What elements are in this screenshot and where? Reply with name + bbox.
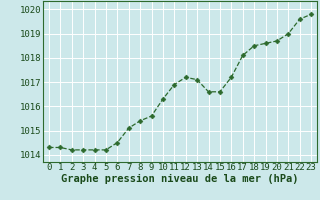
X-axis label: Graphe pression niveau de la mer (hPa): Graphe pression niveau de la mer (hPa)	[61, 174, 299, 184]
